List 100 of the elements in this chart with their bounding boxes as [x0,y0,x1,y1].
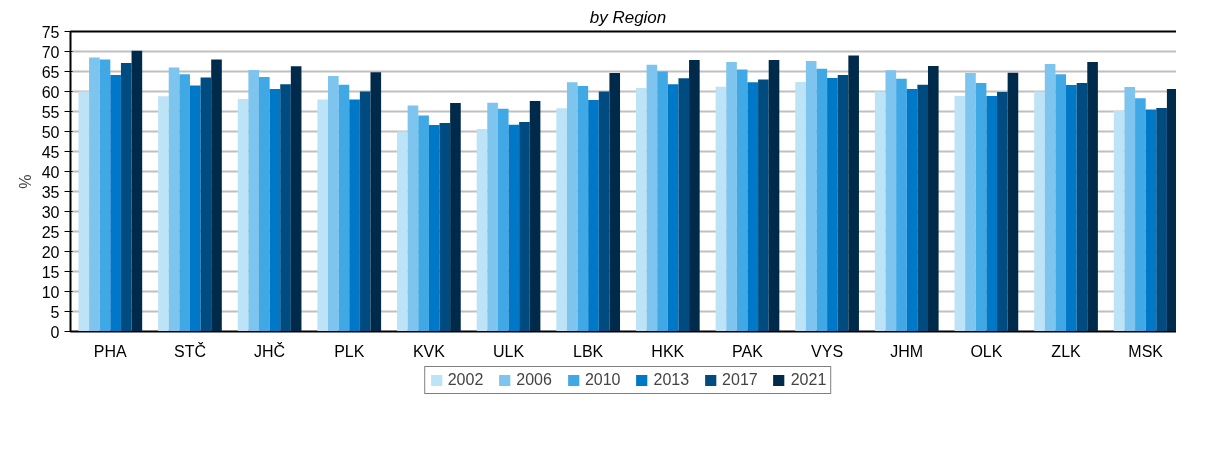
bar [975,83,987,332]
bar [508,124,520,332]
bar [269,89,281,332]
x-tick-label: LBK [573,342,604,360]
bar [476,129,488,332]
bar [986,95,998,332]
bar [529,101,541,332]
x-tick-label: ZLK [1051,342,1082,360]
bar [120,63,132,332]
y-tick-label: 15 [41,263,60,281]
bar [317,99,329,332]
bar [1124,87,1136,332]
bar [359,91,371,332]
y-tick-label: 0 [50,323,60,341]
x-tick-label: JHČ [254,341,286,360]
y-tick-label: 45 [41,143,60,161]
y-tick-label: 35 [41,183,60,201]
y-tick-label: 30 [41,203,60,221]
x-tick-label: STČ [173,341,206,360]
bar [131,50,143,332]
bar [1145,109,1157,332]
x-tick-label: OLK [970,342,1003,360]
bar [1156,107,1167,332]
bar [1087,61,1098,332]
x-tick-label: PAK [732,342,764,360]
bar [487,102,498,332]
y-tick-label: 70 [41,43,60,61]
bar [248,69,259,332]
bar [927,65,939,332]
y-tick-label: 75 [41,23,60,41]
legend-label: 2002 [447,371,484,389]
x-tick-label: HKK [651,342,685,360]
bar [678,78,690,332]
bar [179,74,190,332]
bar [1007,72,1019,332]
bar [211,59,222,332]
bar [837,75,849,332]
bar [635,87,647,332]
bar [1044,63,1056,332]
bar [848,55,859,332]
legend-label: 2006 [516,371,552,389]
bar [1076,83,1088,332]
x-tick-label: JHM [890,342,924,360]
bar [795,81,806,332]
chart-title: by Region [589,7,667,27]
bar [78,91,90,332]
y-tick-label: 40 [41,163,60,181]
bar [726,61,737,332]
bar [349,99,360,332]
y-tick-label: 65 [41,63,60,81]
bar [657,71,668,332]
bar [1066,85,1077,332]
bar [954,95,966,332]
bar [418,115,429,332]
bar [758,79,769,332]
bar [258,77,270,332]
bar [168,67,180,332]
bar [519,121,530,332]
bar [450,103,461,332]
bar [715,86,727,332]
bar [497,108,509,332]
x-tick-label: MSK [1128,342,1164,360]
legend-label: 2013 [653,371,690,389]
bar [428,125,440,332]
bar [667,84,679,332]
bar [906,89,918,332]
bar [110,75,121,332]
x-tick-label: PHA [93,342,128,360]
legend-label: 2017 [722,371,758,389]
y-axis-title: % [16,174,34,189]
y-tick-label: 20 [41,243,60,261]
bar [609,73,621,332]
bar [89,57,100,332]
bar [598,91,610,332]
bar [1113,110,1125,332]
x-tick-label: ULK [492,342,525,360]
bar [736,69,748,332]
bar [577,85,589,332]
bar [874,91,886,332]
bar [566,82,578,332]
y-tick-label: 60 [41,83,60,101]
bar [896,78,907,332]
bar [99,59,111,332]
bar [747,82,759,332]
bar [917,84,928,332]
bar [328,75,339,332]
bar [689,59,700,332]
bar [827,77,838,332]
y-tick-label: 5 [50,303,60,321]
bar [200,77,212,332]
x-tick-label: PLK [334,342,365,360]
x-tick-label: VYS [811,342,844,360]
bar [370,72,382,332]
bar [1166,89,1176,332]
bar [189,85,201,332]
bar [158,96,169,332]
bar [997,91,1008,332]
y-tick-label: 25 [41,223,60,241]
bar [280,84,291,332]
legend-label: 2021 [790,371,827,389]
